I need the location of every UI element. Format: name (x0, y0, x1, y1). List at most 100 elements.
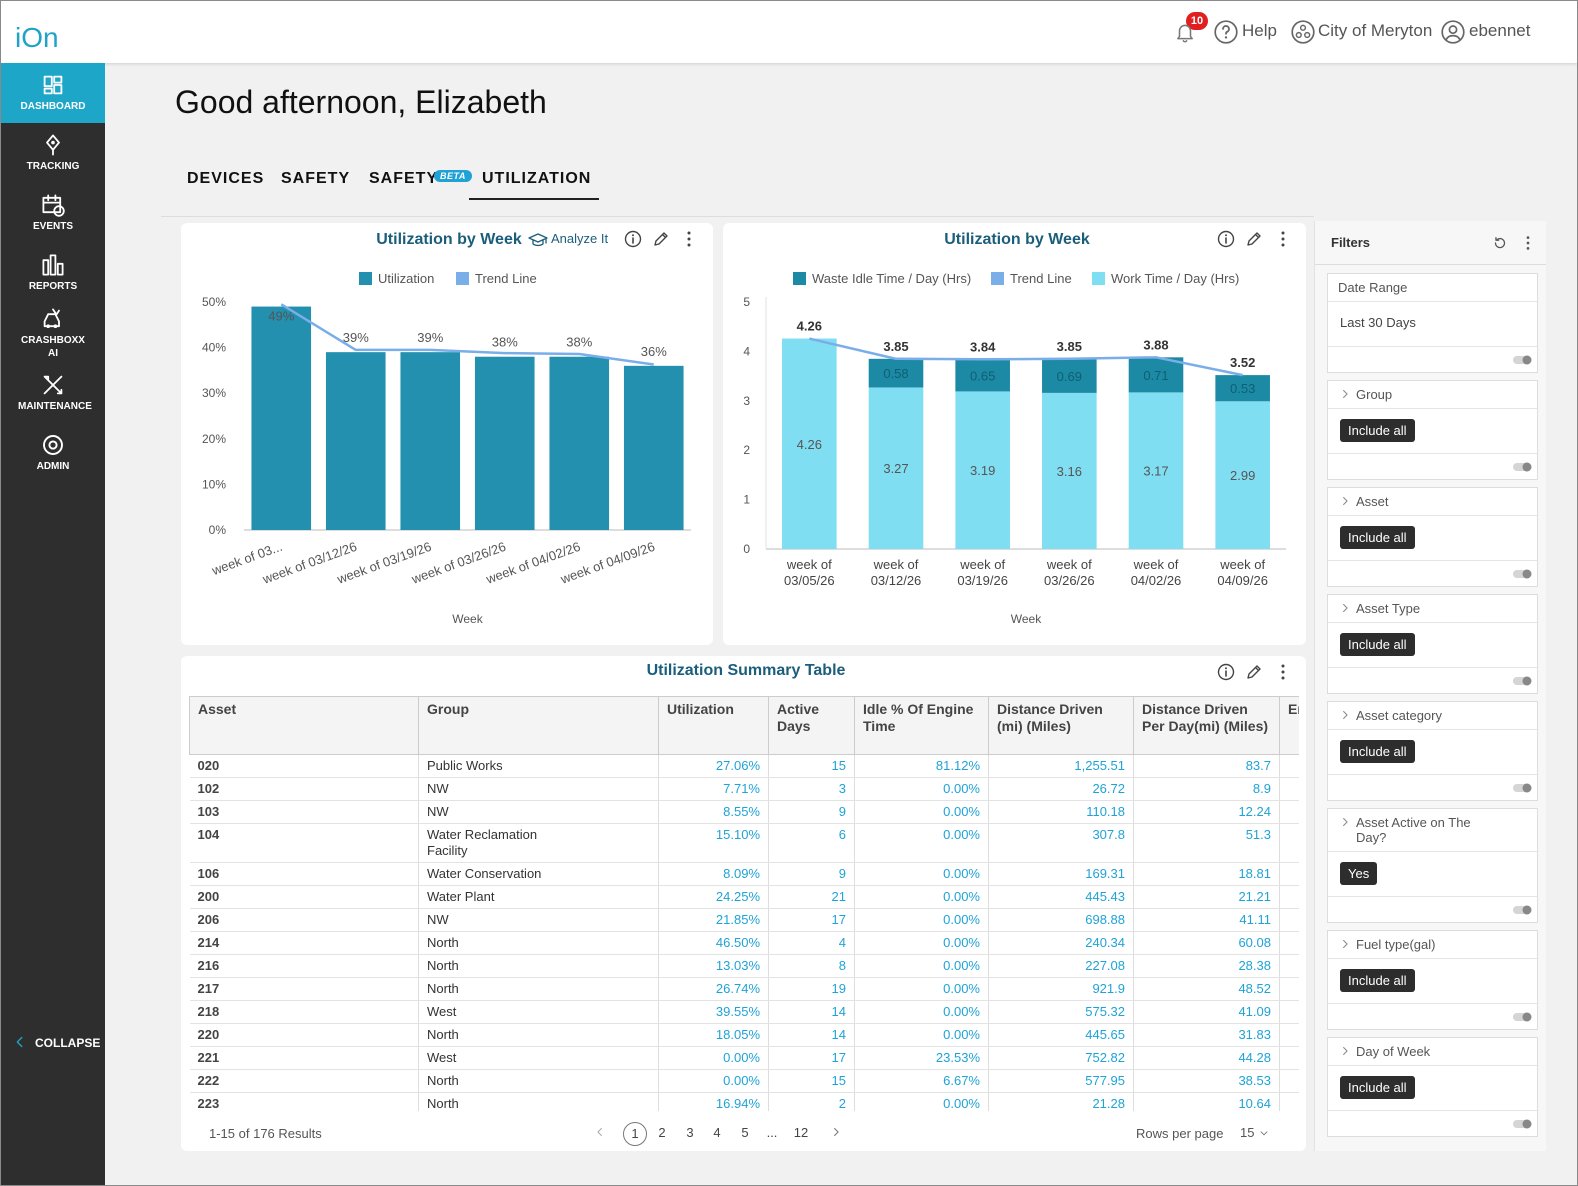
page-link[interactable]: 12 (793, 1125, 809, 1140)
table-row[interactable]: 206 NW 21.85% 17 0.00% 698.88 41.11 (189, 908, 1299, 932)
analyze-button[interactable]: Analyze It (551, 231, 608, 246)
filter-chip[interactable]: Include all (1340, 969, 1415, 992)
table-row[interactable]: 221 West 0.00% 17 23.53% 752.82 44.28 (189, 1046, 1299, 1070)
column-header[interactable]: Idle % Of Engine Time (854, 696, 989, 755)
collapse[interactable]: COLLAPSE (35, 1036, 101, 1050)
cap-icon[interactable] (528, 233, 548, 247)
table-row[interactable]: 216 North 13.03% 8 0.00% 227.08 28.38 (189, 954, 1299, 978)
nav-item[interactable]: REPORTS (1, 243, 105, 303)
chevL-icon[interactable] (11, 1033, 29, 1051)
page-link[interactable]: 2 (658, 1125, 666, 1140)
organization[interactable]: City of Meryton (1318, 21, 1433, 40)
toggle-icon[interactable] (1512, 778, 1532, 798)
nav-item[interactable]: EVENTS (1, 183, 105, 243)
table-row[interactable]: 222 North 0.00% 15 6.67% 577.95 38.53 (189, 1069, 1299, 1093)
icon-shape (1526, 236, 1530, 239)
nav-item[interactable]: ADMIN (1, 423, 105, 483)
tab[interactable]: UTILIZATION (482, 170, 592, 187)
edit-icon[interactable] (654, 232, 668, 246)
info-icon[interactable] (1216, 662, 1236, 682)
logo[interactable]: iOn (15, 22, 59, 53)
page-link[interactable]: ... (766, 1125, 778, 1140)
column-header[interactable]: Group (418, 696, 659, 755)
filter-header[interactable]: Fuel type(gal) (1328, 931, 1537, 959)
table-row[interactable]: 106 Water Conservation 8.09% 9 0.00% 169.31 18… (189, 862, 1299, 886)
page-link[interactable]: 1 (623, 1122, 647, 1146)
chevR-icon[interactable] (829, 1125, 843, 1139)
filter-chip[interactable]: Yes (1340, 862, 1378, 885)
table-cell: 0.00% (658, 1046, 769, 1070)
kebab-icon[interactable] (1273, 662, 1293, 682)
toggle-icon[interactable] (1512, 457, 1532, 477)
org-icon[interactable] (1291, 20, 1315, 44)
filter-chip[interactable]: Include all (1340, 740, 1415, 763)
nav-item[interactable]: TRACKING (1, 123, 105, 183)
column-header[interactable]: Utilization (658, 696, 769, 755)
kebab-icon[interactable] (687, 231, 691, 247)
icon-shape (654, 232, 668, 246)
filter-header[interactable]: Asset category (1328, 702, 1537, 730)
table-row[interactable]: 217 North 26.74% 19 0.00% 921.9 48.52 (189, 977, 1299, 1001)
table-row[interactable]: 102 NW 7.71% 3 0.00% 26.72 8.9 (189, 777, 1299, 801)
info-icon[interactable] (1217, 230, 1235, 248)
kebab-icon[interactable] (1519, 234, 1537, 252)
chevL-icon[interactable] (593, 1125, 607, 1139)
page-link[interactable]: 3 (686, 1125, 694, 1140)
table-cell: 445.65 (988, 1023, 1134, 1047)
column-header[interactable]: Active Days (768, 696, 855, 755)
kebab-icon[interactable] (1281, 231, 1285, 247)
filter-header[interactable]: Group (1328, 381, 1537, 409)
toggle-icon[interactable] (1512, 350, 1532, 370)
filter-chip[interactable]: Include all (1340, 419, 1415, 442)
tab[interactable]: SAFETY (369, 170, 439, 187)
filter-chip[interactable]: Include all (1340, 1076, 1415, 1099)
help-icon[interactable] (1214, 20, 1238, 44)
table-row[interactable]: 103 NW 8.55% 9 0.00% 110.18 12.24 (189, 800, 1299, 824)
table-cell: 0.00% (854, 777, 989, 801)
help-link[interactable]: Help (1242, 21, 1277, 40)
table-row[interactable]: 223 North 16.94% 2 0.00% 21.28 10.64 (189, 1092, 1299, 1111)
column-header[interactable]: Asset (189, 696, 419, 755)
table-row[interactable]: 220 North 18.05% 14 0.00% 445.65 31.83 (189, 1023, 1299, 1047)
bar (400, 352, 461, 530)
filter-header[interactable]: Asset (1328, 488, 1537, 516)
table-row[interactable]: 218 West 39.55% 14 0.00% 575.32 41.09 (189, 1000, 1299, 1024)
toggle-icon[interactable] (1512, 564, 1532, 584)
table-row[interactable]: 020 Public Works 27.06% 15 81.12% 1,255.51 83.… (189, 754, 1299, 778)
edit-icon[interactable] (1247, 232, 1261, 246)
page-link[interactable]: 4 (713, 1125, 721, 1140)
toggle-icon[interactable] (1512, 671, 1532, 691)
toggle-icon[interactable] (1512, 900, 1532, 920)
edit-icon[interactable] (1244, 662, 1264, 682)
filter-header[interactable]: Date Range (1328, 274, 1537, 302)
filter-header[interactable]: Day of Week (1328, 1038, 1537, 1066)
page-size[interactable]: 15 (1240, 1125, 1255, 1140)
column-header[interactable]: Distance Driven Per Day(mi) (Miles) (1133, 696, 1280, 755)
toggle-icon[interactable] (1512, 1114, 1532, 1134)
filter-chip[interactable]: Include all (1340, 633, 1415, 656)
user-icon[interactable] (1441, 20, 1465, 44)
filter-header[interactable]: Asset Active on The Day? (1328, 809, 1537, 852)
table-row[interactable]: 104 Water Reclamation Facility 15.10% 6 0.00… (189, 823, 1299, 863)
tab[interactable]: DEVICES (187, 170, 265, 187)
filter-header[interactable]: Asset Type (1328, 595, 1537, 623)
y-tick-label: 0% (209, 523, 227, 537)
icon-shape (42, 194, 62, 204)
bell-icon[interactable] (1174, 21, 1196, 43)
filter-chip[interactable]: Include all (1340, 526, 1415, 549)
page-link[interactable]: 5 (741, 1125, 749, 1140)
nav-item[interactable]: DASHBOARD (1, 63, 105, 123)
user-name[interactable]: ebennet (1469, 21, 1531, 40)
nav-item[interactable]: MAINTENANCE (1, 363, 105, 423)
table-row[interactable]: 200 Water Plant 24.25% 21 0.00% 445.43 21.21 (189, 885, 1299, 909)
nav-item[interactable]: CRASHBOXX AI (1, 303, 105, 363)
column-header[interactable]: Engine Time (1279, 696, 1299, 755)
toggle-icon[interactable] (1512, 1007, 1532, 1027)
info-icon[interactable] (624, 230, 642, 248)
data-label: 36% (641, 344, 667, 359)
tab[interactable]: SAFETY (281, 170, 351, 187)
reset-icon[interactable] (1491, 234, 1509, 252)
chevD-icon[interactable] (1258, 1127, 1270, 1139)
column-header[interactable]: Distance Driven (mi) (Miles) (988, 696, 1134, 755)
table-row[interactable]: 214 North 46.50% 4 0.00% 240.34 60.08 (189, 931, 1299, 955)
